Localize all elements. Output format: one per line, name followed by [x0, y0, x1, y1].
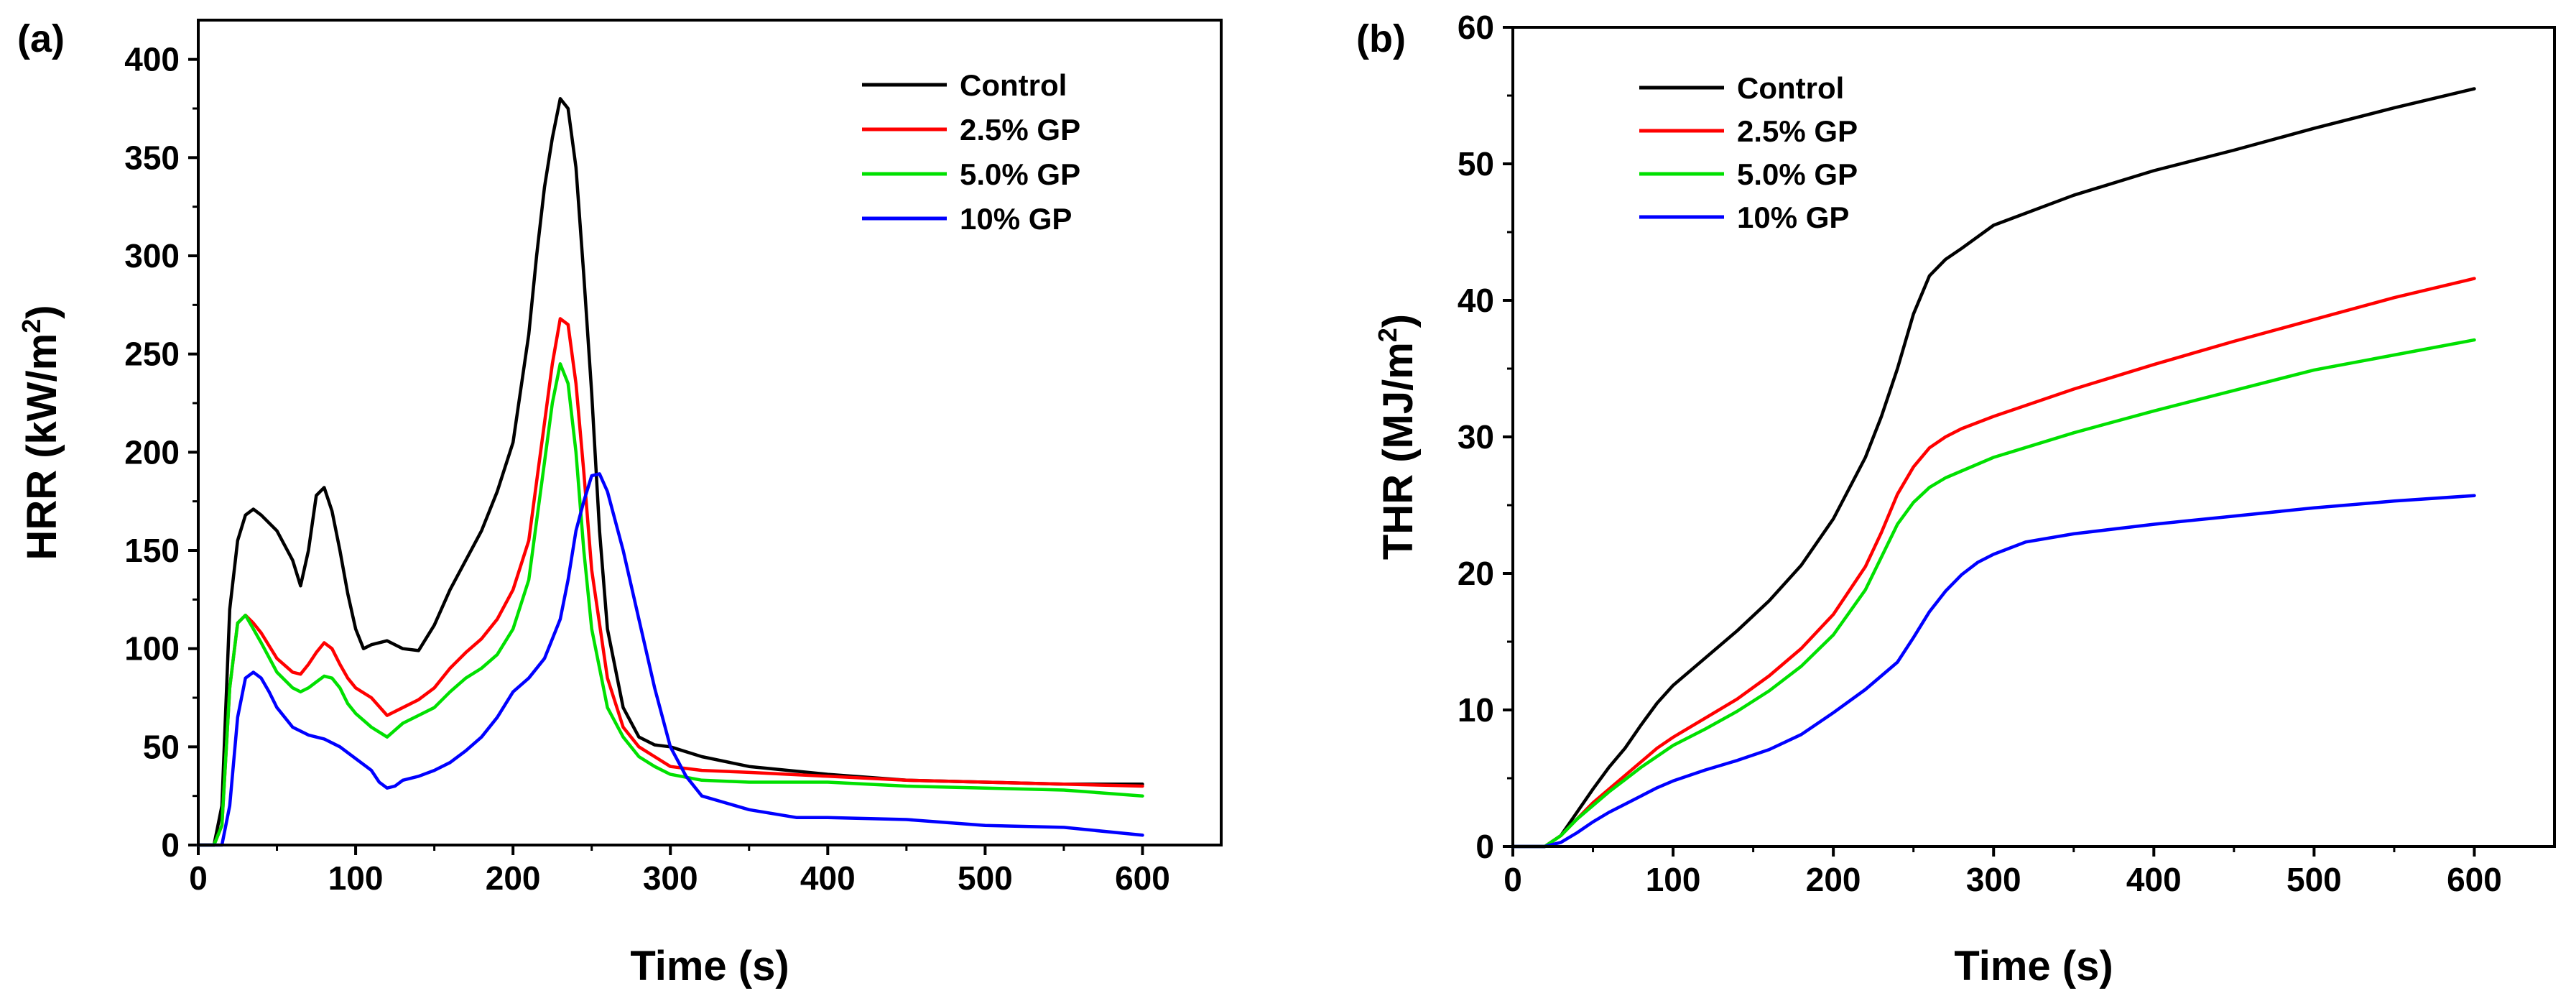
x-tick-label: 300: [643, 859, 698, 897]
tick-group: 0 100 200 300 400 500 600 0 10 20 30 40 50 60: [1458, 9, 2502, 898]
y-tick-label: 400: [124, 41, 180, 78]
x-tick-label: 600: [2447, 861, 2502, 898]
y-axis-title: HRR (kW/m2): [17, 305, 65, 560]
panel-label: (a): [17, 17, 65, 60]
x-tick-label: 100: [328, 859, 384, 897]
y-tick-label: 200: [124, 433, 180, 471]
x-tick-label: 200: [1806, 861, 1861, 898]
legend-label: 2.5% GP: [1737, 114, 1858, 148]
chart-thr: (b) 0 100 200 300 400 500 600 0 10 20 30 40 50 60 Tim…: [1356, 9, 2556, 989]
x-axis-title: Time (s): [1954, 943, 2113, 989]
y-axis-title-close: ): [19, 305, 65, 318]
legend-label: 10% GP: [960, 202, 1072, 236]
legend-label: 5.0% GP: [960, 157, 1080, 191]
plot-frame: [1511, 26, 2556, 848]
series-line-10-gp: [1511, 494, 2476, 849]
x-tick-label: 300: [1966, 861, 2021, 898]
y-tick-label: 60: [1458, 9, 1494, 46]
y-axis-title-main: THR (MJ/m: [1375, 342, 1422, 560]
legend-label: 2.5% GP: [960, 113, 1080, 147]
y-tick-label: 350: [124, 139, 180, 176]
y-tick-label: 150: [124, 532, 180, 569]
series-group: [1511, 87, 2476, 849]
series-line-control: [196, 97, 1144, 847]
panel-label: (b): [1356, 17, 1406, 60]
y-axis-title-main: HRR (kW/m: [19, 333, 65, 560]
y-tick-label: 40: [1458, 282, 1494, 319]
legend-label: Control: [1737, 71, 1844, 105]
x-tick-label: 500: [2287, 861, 2342, 898]
y-tick-label: 250: [124, 336, 180, 373]
legend-label: 10% GP: [1737, 200, 1849, 234]
x-tick-label: 400: [2126, 861, 2182, 898]
legend: Control 2.5% GP 5.0% GP 10% GP: [862, 68, 1080, 236]
x-tick-label: 400: [800, 859, 856, 897]
y-axis-title-sup: 2: [17, 319, 46, 333]
plot-frame: [197, 19, 1223, 846]
series-line-control: [1511, 87, 2476, 849]
series-line-5-0-gp: [196, 362, 1144, 847]
y-tick-label: 10: [1458, 691, 1494, 729]
legend-label: 5.0% GP: [1737, 157, 1858, 191]
series-line-5-0-gp: [1511, 338, 2476, 849]
y-tick-label: 0: [161, 826, 180, 864]
series-line-10-gp: [196, 472, 1144, 847]
x-axis-title: Time (s): [630, 943, 789, 989]
x-tick-label: 200: [486, 859, 541, 897]
series-line-2-5-gp: [196, 317, 1144, 847]
y-tick-label: 100: [124, 630, 180, 668]
y-tick-label: 300: [124, 237, 180, 274]
y-tick-label: 50: [143, 728, 180, 765]
y-axis-title-close: ): [1375, 314, 1422, 328]
tick-group: 0 100 200 300 400 500 600 0 50 100 150 200 250 300 350…: [124, 41, 1170, 897]
y-tick-label: 20: [1458, 555, 1494, 592]
y-tick-label: 30: [1458, 418, 1494, 456]
x-tick-label: 0: [189, 859, 208, 897]
y-axis-title: THR (MJ/m2): [1373, 314, 1422, 560]
series-line-2-5-gp: [1511, 277, 2476, 849]
chart-hrr: (a) 0 100 200 300 400 500 600 0 50 100 150 200 250 30…: [17, 17, 1223, 989]
legend-label: Control: [960, 68, 1067, 102]
x-tick-label: 0: [1504, 861, 1522, 898]
x-tick-label: 100: [1646, 861, 1701, 898]
y-tick-label: 0: [1475, 828, 1494, 865]
legend: Control 2.5% GP 5.0% GP 10% GP: [1639, 71, 1858, 234]
series-group: [196, 97, 1144, 847]
y-tick-label: 50: [1458, 145, 1494, 183]
x-tick-label: 500: [958, 859, 1013, 897]
x-tick-label: 600: [1115, 859, 1170, 897]
y-axis-title-sup: 2: [1373, 328, 1402, 342]
